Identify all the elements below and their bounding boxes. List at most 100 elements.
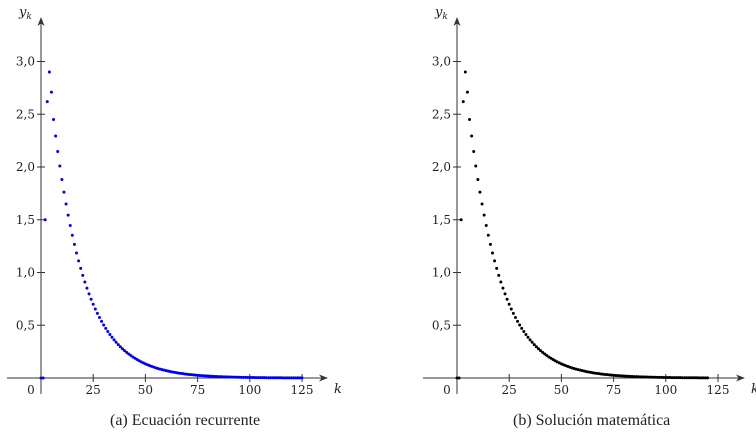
data-point-b-29 (516, 319, 520, 323)
x-axis-label-b: k (751, 382, 756, 397)
data-point-b-103 (670, 376, 674, 380)
data-point-a-121 (292, 376, 296, 380)
data-point-b-32 (522, 330, 526, 334)
y-tick-label-a-4: 2,5 (16, 107, 35, 121)
data-point-b-115 (695, 376, 699, 380)
data-point-a-91 (229, 375, 233, 379)
data-point-a-34 (110, 335, 114, 339)
data-point-a-119 (287, 376, 291, 380)
data-point-b-1 (457, 376, 461, 380)
x-tick-label-b-3: 75 (606, 383, 621, 397)
data-point-b-0 (455, 376, 459, 380)
data-point-b-114 (693, 376, 697, 380)
data-point-a-24 (89, 297, 93, 301)
caption-a: (a) Ecuación recurrente (110, 412, 261, 429)
data-point-b-100 (664, 375, 668, 379)
data-point-b-12 (480, 202, 484, 206)
data-point-b-16 (488, 242, 492, 246)
data-point-b-119 (703, 376, 707, 380)
y-axis-label-b: yk (434, 5, 448, 22)
data-point-a-102 (252, 376, 256, 380)
data-point-a-19 (79, 266, 83, 270)
data-point-b-113 (691, 376, 695, 380)
y-tick-label-b-2: 1,5 (432, 213, 451, 227)
y-tick-label-b-4: 2,5 (432, 107, 451, 121)
y-tick-label-b-3: 2,0 (432, 160, 451, 174)
data-point-b-40 (539, 349, 543, 353)
data-point-b-43 (545, 354, 549, 358)
data-point-a-22 (85, 286, 89, 290)
data-point-a-101 (250, 376, 254, 380)
data-point-a-112 (273, 376, 277, 380)
data-point-b-110 (685, 376, 689, 380)
data-point-a-104 (256, 376, 260, 380)
data-point-b-7 (470, 134, 474, 138)
data-point-a-43 (129, 354, 133, 358)
data-point-a-40 (123, 349, 127, 353)
x-tick-label-a-3: 75 (190, 383, 205, 397)
data-point-b-3 (461, 100, 465, 104)
x-tick-label-a-2: 50 (138, 383, 153, 397)
data-point-b-33 (524, 333, 528, 337)
data-point-b-36 (530, 340, 534, 344)
data-point-b-109 (683, 376, 687, 380)
data-point-b-95 (653, 375, 657, 379)
data-point-a-111 (271, 376, 275, 380)
data-point-a-99 (246, 375, 250, 379)
data-point-b-105 (674, 376, 678, 380)
data-point-a-105 (258, 376, 262, 380)
data-point-b-11 (478, 190, 482, 194)
y-tick-label-b-0: 0,5 (432, 318, 451, 332)
y-tick-label-a-5: 3,0 (16, 55, 35, 69)
data-point-a-6 (52, 118, 56, 122)
x-tick-label-b-0: 0 (443, 383, 451, 397)
data-point-b-19 (495, 266, 499, 270)
x-tick-label-a-1: 25 (86, 383, 101, 397)
y-tick-label-a-0: 0,5 (16, 318, 35, 332)
x-axis-label-a: k (334, 382, 342, 397)
data-point-b-106 (676, 376, 680, 380)
data-point-b-22 (501, 286, 505, 290)
data-point-a-36 (114, 340, 118, 344)
data-point-a-33 (108, 333, 112, 337)
data-point-b-42 (543, 352, 547, 356)
data-point-b-112 (689, 376, 693, 380)
data-point-a-116 (281, 376, 285, 380)
data-point-b-10 (476, 178, 480, 182)
data-point-a-122 (294, 376, 298, 380)
data-point-b-90 (643, 375, 647, 379)
data-point-a-93 (233, 375, 237, 379)
data-point-a-109 (267, 376, 271, 380)
data-point-b-15 (486, 233, 490, 237)
data-point-a-30 (102, 323, 106, 327)
data-point-a-7 (54, 134, 58, 138)
data-point-b-2 (459, 218, 463, 222)
data-point-a-125 (300, 376, 304, 380)
data-point-a-23 (87, 292, 91, 296)
data-point-a-32 (106, 330, 110, 334)
data-point-b-94 (651, 375, 655, 379)
data-point-b-24 (505, 297, 509, 301)
data-point-a-92 (231, 375, 235, 379)
data-point-b-27 (511, 311, 515, 315)
data-point-a-10 (60, 178, 64, 182)
data-point-a-31 (104, 326, 108, 330)
data-point-a-4 (47, 70, 51, 74)
data-point-a-95 (237, 375, 241, 379)
data-point-b-21 (499, 280, 503, 284)
data-point-b-18 (493, 259, 497, 263)
data-point-b-97 (658, 375, 662, 379)
data-point-b-102 (668, 376, 672, 380)
caption-b: (b) Solución matemática (513, 412, 671, 429)
data-point-b-8 (472, 149, 476, 153)
data-point-a-28 (97, 315, 101, 319)
y-tick-label-a-3: 2,0 (16, 160, 35, 174)
data-point-b-99 (662, 375, 666, 379)
x-tick-label-a-5: 125 (291, 383, 314, 397)
data-point-a-120 (290, 376, 294, 380)
data-point-b-38 (534, 345, 538, 349)
data-point-b-30 (518, 323, 522, 327)
data-point-b-26 (509, 307, 513, 311)
data-point-a-39 (120, 347, 124, 351)
